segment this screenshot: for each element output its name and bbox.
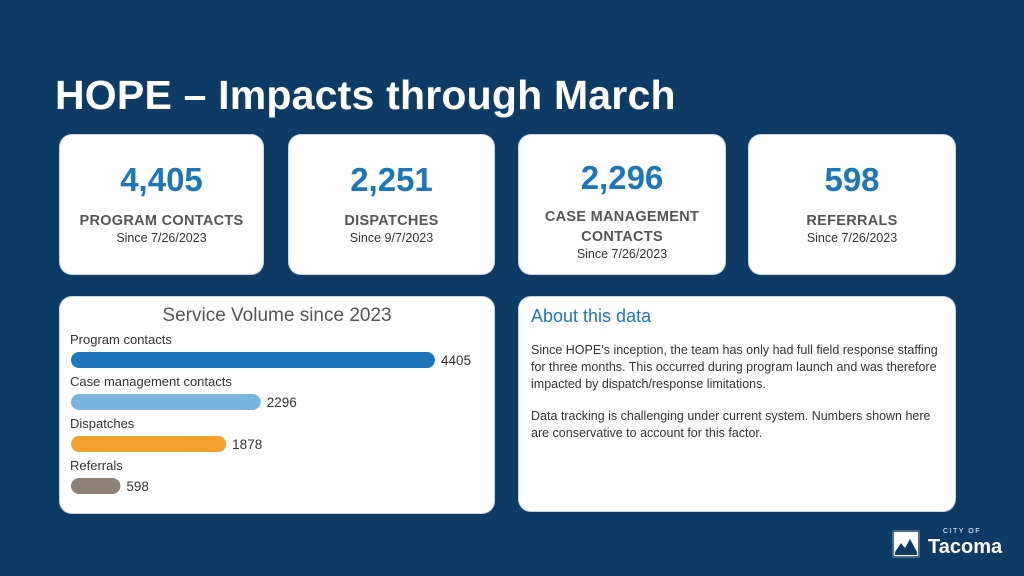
logo-name-text: Tacoma	[928, 536, 1003, 558]
bar-value-label: 598	[126, 479, 149, 494]
kpi-value: 598	[824, 161, 880, 198]
kpi-since: Since 7/26/2023	[116, 231, 207, 245]
about-title: About this data	[531, 306, 652, 326]
bar-value-label: 2296	[267, 395, 297, 410]
about-data-card: About this data Since HOPE’s inception, …	[519, 297, 955, 511]
kpi-label: DISPATCHES	[344, 213, 439, 229]
kpi-value: 2,251	[350, 161, 433, 198]
page-title: HOPE – Impacts through March	[55, 72, 676, 118]
kpi-card-dispatches: 2,251 DISPATCHES Since 9/7/2023	[289, 135, 494, 274]
bar	[71, 352, 435, 368]
tacoma-emblem-icon	[892, 530, 920, 558]
bar	[71, 478, 121, 494]
kpi-since: Since 7/26/2023	[806, 231, 898, 245]
bar	[71, 394, 261, 410]
kpi-card-program-contacts: 4,405 PROGRAM CONTACTS Since 7/26/2023	[60, 135, 263, 274]
kpi-value: 4,405	[120, 161, 203, 198]
bar-category-label: Program contacts	[70, 332, 172, 347]
about-paragraph-1: Since HOPE’s inception, the team has onl…	[531, 343, 938, 391]
kpi-card-referrals: 598 REFERRALS Since 7/26/2023	[749, 135, 955, 274]
kpi-since: Since 9/7/2023	[349, 231, 434, 245]
bar-category-label: Dispatches	[70, 416, 135, 431]
kpi-card-case-management: 2,296 CASE MANAGEMENT CONTACTS Since 7/2…	[519, 135, 725, 274]
kpi-label: REFERRALS	[806, 213, 898, 229]
bar-value-label: 1878	[232, 437, 262, 452]
service-volume-chart-card: Service Volume since 2023 Program contac…	[60, 297, 494, 513]
kpi-label: PROGRAM CONTACTS	[79, 213, 244, 229]
chart-title: Service Volume since 2023	[162, 305, 392, 326]
kpi-label-line: CONTACTS	[581, 229, 663, 245]
kpi-since: Since 7/26/2023	[576, 247, 668, 261]
kpi-value: 2,296	[580, 159, 664, 196]
logo-city-text: CITY OF	[943, 528, 981, 535]
bar	[71, 436, 227, 452]
kpi-label-line: CASE MANAGEMENT	[544, 209, 700, 225]
kpi-label: CASE MANAGEMENT CONTACTS	[519, 207, 725, 247]
service-volume-chart: Program contacts 4405 Case management cont…	[70, 332, 471, 494]
bar-category-label: Case management contacts	[70, 374, 232, 389]
about-paragraph-2: Data tracking is challenging under curre…	[531, 409, 931, 440]
bar-value-label: 4405	[441, 353, 471, 368]
city-of-tacoma-logo: CITY OF Tacoma	[892, 528, 1012, 560]
bar-category-label: Referrals	[70, 458, 123, 473]
